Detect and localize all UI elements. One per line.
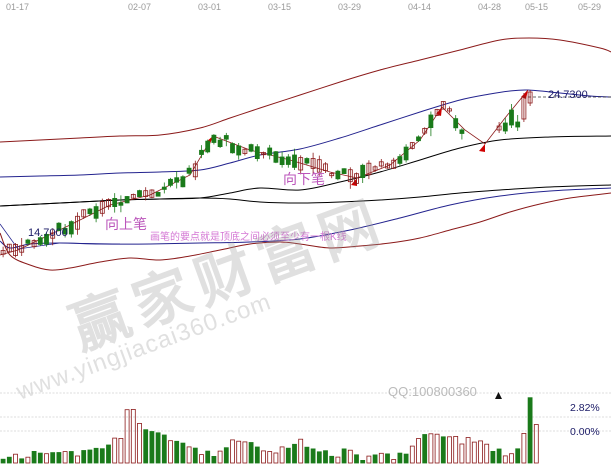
svg-text:0.00%: 0.00% bbox=[570, 426, 600, 438]
svg-text:24.7300: 24.7300 bbox=[548, 89, 588, 101]
svg-text:14.7000: 14.7000 bbox=[28, 227, 68, 239]
svg-text:向下笔: 向下笔 bbox=[283, 171, 325, 187]
svg-text:向上笔: 向上笔 bbox=[105, 216, 147, 232]
svg-text:2.82%: 2.82% bbox=[570, 402, 600, 414]
svg-text:QQ:100800360: QQ:100800360 bbox=[388, 384, 477, 399]
